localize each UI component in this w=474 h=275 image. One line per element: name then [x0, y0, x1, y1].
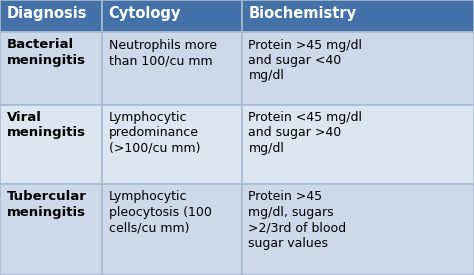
Text: Tubercular
meningitis: Tubercular meningitis	[7, 190, 87, 219]
Text: Protein <45 mg/dl
and sugar >40
mg/dl: Protein <45 mg/dl and sugar >40 mg/dl	[248, 111, 363, 155]
Bar	[0, 32, 102, 104]
Bar	[102, 0, 242, 32]
Text: Neutrophils more
than 100/cu mm: Neutrophils more than 100/cu mm	[109, 39, 217, 67]
Text: Biochemistry: Biochemistry	[248, 6, 356, 21]
Bar	[242, 32, 474, 104]
Text: Diagnosis: Diagnosis	[7, 6, 87, 21]
Bar	[0, 0, 102, 32]
Bar	[242, 104, 474, 184]
Bar	[102, 184, 242, 275]
Text: Bacterial
meningitis: Bacterial meningitis	[7, 39, 86, 67]
Text: Lymphocytic
pleocytosis (100
cells/cu mm): Lymphocytic pleocytosis (100 cells/cu mm…	[109, 190, 211, 234]
Bar	[102, 104, 242, 184]
Bar	[242, 184, 474, 275]
Bar	[0, 104, 102, 184]
Text: Cytology: Cytology	[109, 6, 181, 21]
Text: Viral
meningitis: Viral meningitis	[7, 111, 86, 139]
Text: Protein >45 mg/dl
and sugar <40
mg/dl: Protein >45 mg/dl and sugar <40 mg/dl	[248, 39, 363, 82]
Text: Lymphocytic
predominance
(>100/cu mm): Lymphocytic predominance (>100/cu mm)	[109, 111, 200, 155]
Text: Protein >45
mg/dl, sugars
>2/3rd of blood
sugar values: Protein >45 mg/dl, sugars >2/3rd of bloo…	[248, 190, 346, 250]
Bar	[0, 184, 102, 275]
Bar	[242, 0, 474, 32]
Bar	[102, 32, 242, 104]
